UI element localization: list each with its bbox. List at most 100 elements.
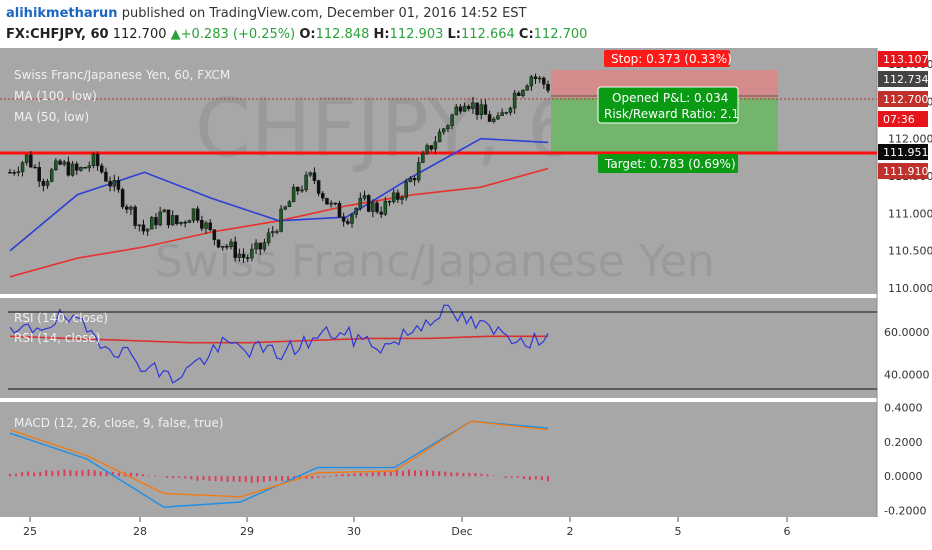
candle-body[interactable]: [454, 106, 458, 116]
candle-body[interactable]: [346, 221, 350, 224]
candle-body[interactable]: [66, 161, 71, 176]
candle-body[interactable]: [116, 180, 121, 190]
chart-canvas[interactable]: CHFJPY, 60 Swiss Franc/Japanese Yen Stop…: [0, 48, 932, 550]
candle-body[interactable]: [400, 197, 404, 200]
candle-body[interactable]: [333, 202, 338, 205]
candle-body[interactable]: [120, 189, 125, 208]
candle-body[interactable]: [62, 161, 66, 165]
candle-body[interactable]: [321, 193, 325, 199]
candle-body[interactable]: [125, 206, 129, 210]
candle-body[interactable]: [154, 217, 158, 226]
candle-body[interactable]: [471, 102, 475, 109]
candle-body[interactable]: [266, 232, 271, 243]
candle-body[interactable]: [416, 162, 421, 181]
candle-body[interactable]: [245, 257, 250, 259]
candle-body[interactable]: [250, 248, 254, 259]
candle-body[interactable]: [537, 77, 542, 80]
rsi140-legend[interactable]: RSI (140, close): [14, 311, 109, 325]
candle-body[interactable]: [179, 221, 183, 225]
candle-body[interactable]: [54, 160, 58, 170]
candle-body[interactable]: [12, 172, 16, 174]
candle-body[interactable]: [108, 180, 112, 187]
candle-body[interactable]: [49, 169, 54, 182]
candle-body[interactable]: [183, 221, 187, 224]
candle-body[interactable]: [475, 102, 479, 116]
candle-body[interactable]: [220, 245, 225, 248]
candle-body[interactable]: [546, 83, 550, 91]
candle-body[interactable]: [41, 180, 46, 186]
candle-body[interactable]: [487, 114, 492, 122]
candle-body[interactable]: [95, 153, 100, 167]
candle-body[interactable]: [404, 181, 408, 198]
candle-body[interactable]: [270, 231, 275, 234]
candle-body[interactable]: [467, 106, 471, 109]
candle-body[interactable]: [458, 106, 463, 112]
candle-body[interactable]: [379, 211, 383, 215]
candle-body[interactable]: [483, 104, 488, 115]
candle-body[interactable]: [283, 206, 288, 210]
candle-body[interactable]: [308, 172, 313, 176]
candle-body[interactable]: [150, 217, 154, 230]
candle-body[interactable]: [371, 202, 375, 212]
candle-body[interactable]: [362, 195, 367, 199]
candle-body[interactable]: [304, 174, 308, 191]
candle-body[interactable]: [216, 239, 221, 248]
candle-body[interactable]: [479, 104, 484, 116]
candle-body[interactable]: [112, 180, 117, 187]
symbol-label[interactable]: FX:CHFJPY, 60: [6, 27, 109, 42]
candle-body[interactable]: [45, 181, 50, 186]
price-scale[interactable]: [877, 48, 932, 550]
candle-body[interactable]: [312, 172, 317, 181]
candle-body[interactable]: [229, 241, 233, 248]
candle-body[interactable]: [396, 192, 400, 200]
candle-body[interactable]: [100, 165, 104, 173]
candle-body[interactable]: [500, 112, 504, 116]
pnl-label-box[interactable]: [597, 86, 739, 124]
candle-body[interactable]: [208, 222, 212, 230]
candle-body[interactable]: [358, 197, 363, 209]
candle-body[interactable]: [212, 229, 217, 241]
time-axis[interactable]: [0, 517, 877, 550]
candle-body[interactable]: [133, 206, 137, 226]
candle-body[interactable]: [329, 202, 333, 205]
candle-body[interactable]: [24, 154, 29, 163]
candle-body[interactable]: [279, 208, 283, 232]
candle-body[interactable]: [300, 189, 304, 192]
candle-body[interactable]: [16, 171, 21, 174]
candle-body[interactable]: [233, 241, 237, 258]
target-label-box[interactable]: [598, 154, 738, 173]
candle-body[interactable]: [37, 167, 41, 182]
candle-body[interactable]: [366, 195, 371, 212]
candle-body[interactable]: [462, 106, 467, 112]
candle-body[interactable]: [437, 131, 442, 143]
macd-legend[interactable]: MACD (12, 26, close, 9, false, true): [14, 416, 224, 430]
candle-body[interactable]: [512, 92, 517, 109]
candle-body[interactable]: [200, 220, 204, 229]
candle-body[interactable]: [412, 178, 417, 181]
candle-body[interactable]: [296, 187, 300, 192]
candle-body[interactable]: [254, 242, 258, 250]
candle-body[interactable]: [158, 211, 162, 226]
stop-label-box[interactable]: [604, 50, 730, 67]
candle-body[interactable]: [87, 165, 91, 169]
candle-body[interactable]: [492, 118, 496, 122]
candle-body[interactable]: [508, 107, 513, 113]
candle-body[interactable]: [241, 253, 246, 258]
candle-body[interactable]: [195, 208, 200, 221]
candle-body[interactable]: [33, 166, 37, 169]
candle-body[interactable]: [496, 115, 500, 120]
candle-body[interactable]: [337, 202, 342, 218]
candle-body[interactable]: [79, 167, 83, 171]
candle-body[interactable]: [104, 171, 108, 182]
candle-body[interactable]: [83, 167, 87, 169]
candle-body[interactable]: [170, 215, 175, 226]
candle-body[interactable]: [187, 220, 192, 223]
candle-body[interactable]: [129, 206, 133, 210]
candle-body[interactable]: [341, 216, 346, 222]
main-legend-title[interactable]: Swiss Franc/Japanese Yen, 60, FXCM: [14, 68, 231, 82]
candle-body[interactable]: [446, 125, 450, 130]
candle-body[interactable]: [425, 145, 429, 154]
candle-body[interactable]: [421, 153, 425, 163]
candle-body[interactable]: [166, 209, 171, 226]
candle-body[interactable]: [287, 201, 292, 208]
